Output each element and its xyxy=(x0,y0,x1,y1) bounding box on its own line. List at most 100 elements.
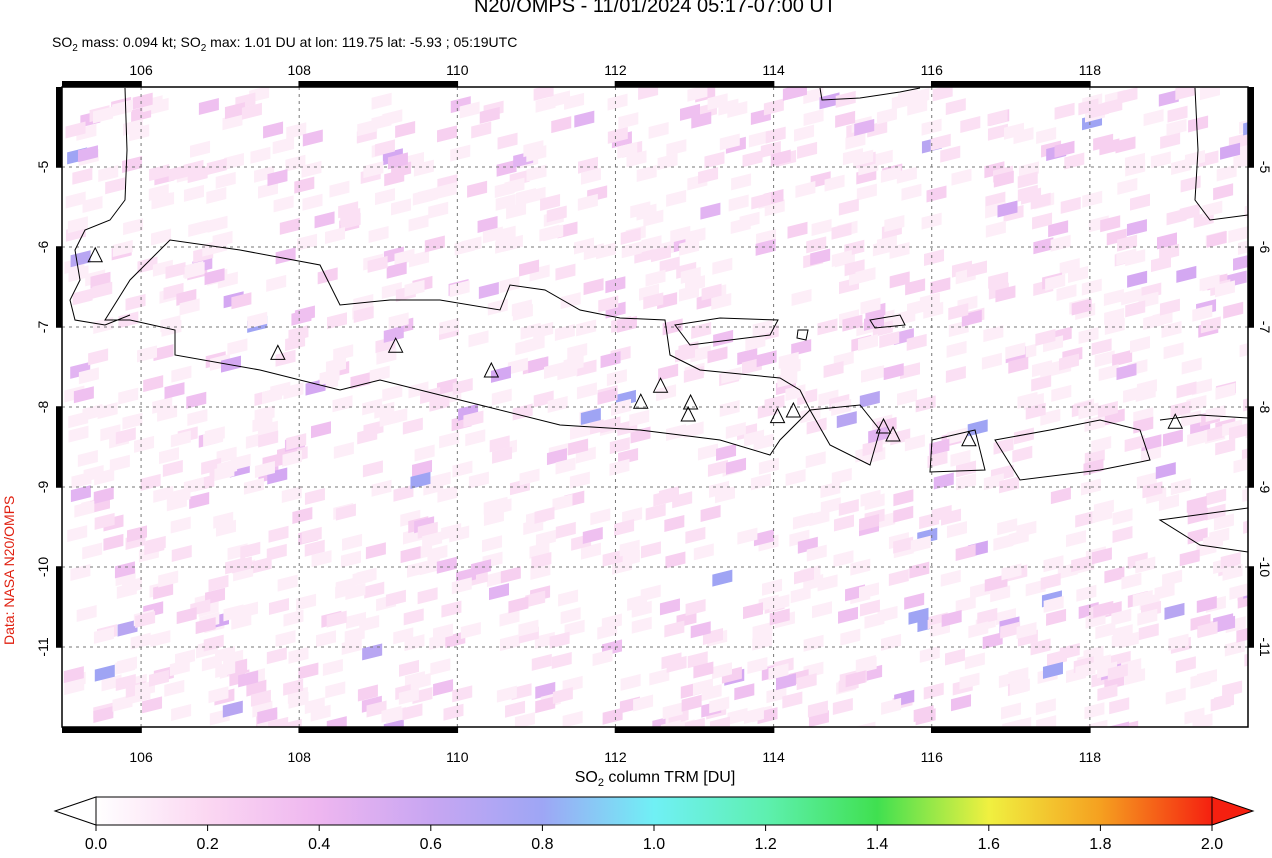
frame-bar xyxy=(931,81,1090,87)
pixel xyxy=(329,180,350,198)
colorbar-label-part: 2 xyxy=(598,777,604,789)
pixel xyxy=(1215,382,1236,400)
pixel xyxy=(189,491,210,509)
pixel xyxy=(122,155,143,173)
pixel xyxy=(1127,270,1148,288)
pixel xyxy=(762,578,783,596)
pixel xyxy=(1001,702,1022,720)
volcano xyxy=(270,344,286,360)
coastline xyxy=(69,87,131,326)
pixel xyxy=(606,369,627,387)
frame-bar xyxy=(299,81,458,87)
pixel xyxy=(1112,349,1133,367)
pixel xyxy=(752,633,773,651)
pixel xyxy=(645,269,666,287)
pixel xyxy=(1170,478,1191,496)
pixel xyxy=(1092,506,1113,524)
pixel xyxy=(896,166,917,184)
pixel xyxy=(964,652,985,670)
pixel xyxy=(596,242,617,260)
pixel xyxy=(112,694,133,712)
pixel xyxy=(1126,219,1147,237)
pixel xyxy=(195,617,216,635)
pixel xyxy=(700,504,721,522)
pixel xyxy=(283,678,304,696)
pixel xyxy=(835,90,856,108)
pixel xyxy=(247,311,268,329)
subtitle-part: 2 xyxy=(72,43,78,54)
pixel xyxy=(394,248,415,266)
pixel xyxy=(659,598,680,616)
pixel xyxy=(460,622,481,640)
pixel xyxy=(326,716,347,727)
colorbar-label: SO2 column TRM [DU] xyxy=(575,769,736,789)
pixel xyxy=(94,664,115,682)
pixel xyxy=(151,228,172,246)
pixel xyxy=(684,717,705,727)
frame-bar xyxy=(1248,407,1254,487)
pixel xyxy=(353,305,374,323)
pixel xyxy=(326,610,347,628)
pixel xyxy=(1192,304,1213,322)
pixel xyxy=(340,212,361,230)
pixel xyxy=(712,569,733,587)
pixel xyxy=(926,185,947,203)
pixel xyxy=(1199,274,1220,292)
y-tick-label: -11 xyxy=(35,637,51,656)
pixel xyxy=(945,98,966,116)
pixel xyxy=(1097,684,1118,702)
pixel xyxy=(1160,131,1181,149)
pixel xyxy=(273,195,294,213)
pixel xyxy=(70,563,91,581)
pixel xyxy=(388,312,409,330)
pixel xyxy=(930,277,951,295)
pixel xyxy=(840,628,861,646)
pixel xyxy=(687,87,708,102)
pixel xyxy=(436,378,457,396)
pixel xyxy=(117,619,138,637)
pixel xyxy=(752,319,773,337)
pixel xyxy=(1016,621,1037,639)
pixel xyxy=(597,387,618,405)
pixel xyxy=(905,278,926,296)
pixel xyxy=(250,146,271,164)
pixel xyxy=(597,622,618,640)
pixel xyxy=(97,402,118,420)
pixel xyxy=(1228,226,1248,244)
pixel xyxy=(188,220,209,238)
coastline xyxy=(674,317,779,346)
pixel xyxy=(1233,457,1248,474)
pixel xyxy=(838,498,859,516)
pixel xyxy=(468,471,489,489)
pixel xyxy=(121,577,142,595)
pixel xyxy=(780,358,801,376)
pixel xyxy=(712,257,733,275)
pixel xyxy=(622,507,643,525)
pixel xyxy=(921,118,942,136)
pixel xyxy=(286,433,307,451)
pixel xyxy=(436,556,457,574)
pixel xyxy=(757,401,778,419)
pixel xyxy=(286,122,307,140)
pixel xyxy=(518,619,539,637)
pixel xyxy=(374,139,395,157)
pixel xyxy=(835,110,856,128)
coastlines xyxy=(69,87,1248,553)
pixel xyxy=(471,559,492,577)
pixel xyxy=(143,375,164,393)
pixel xyxy=(1093,600,1114,618)
pixel xyxy=(1197,621,1218,639)
pixel xyxy=(592,649,613,667)
pixel xyxy=(620,227,641,245)
pixel xyxy=(856,183,877,201)
pixel xyxy=(933,472,954,490)
pixel xyxy=(127,525,148,543)
pixel xyxy=(505,700,526,718)
colorbar-label-part: SO xyxy=(575,769,598,786)
pixel xyxy=(408,214,429,232)
pixel xyxy=(1181,410,1202,428)
pixel xyxy=(88,348,109,366)
pixel xyxy=(721,366,742,384)
pixel xyxy=(693,661,714,679)
pixel xyxy=(753,529,774,547)
